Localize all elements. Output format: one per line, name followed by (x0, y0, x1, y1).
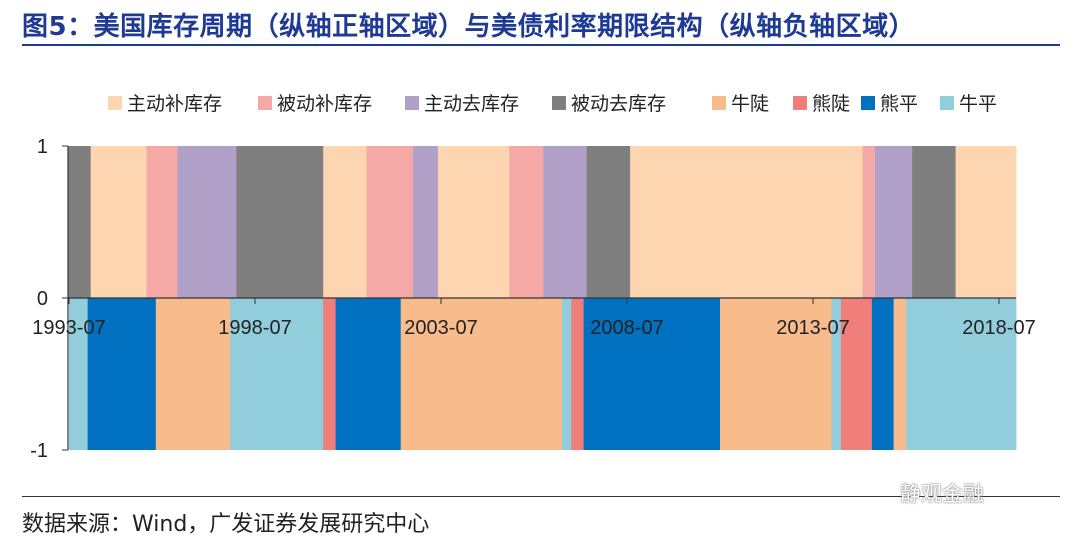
page-title: 图5：美国库存周期（纵轴正轴区域）与美债利率期限结构（纵轴负轴区域） (22, 12, 916, 42)
x-tick-label: 2013-07 (776, 317, 849, 339)
legend-swatch (108, 96, 122, 110)
inventory-bar (437, 146, 510, 298)
x-tick-label: 1998-07 (218, 317, 291, 339)
inventory-bar (146, 146, 178, 298)
yield-curve-bar (831, 298, 842, 450)
legend-label: 牛平 (959, 93, 997, 115)
legend-swatch (552, 96, 566, 110)
legend-label: 主动去库存 (424, 93, 519, 115)
yield-curve-bar (893, 298, 907, 450)
title-divider (22, 44, 1060, 46)
yield-curve-bar (871, 298, 894, 450)
yield-curve-bar (906, 298, 1017, 450)
legend-swatch (940, 96, 954, 110)
yield-curve-bars (69, 298, 1017, 450)
inventory-bar (68, 146, 92, 298)
inventory-bar (509, 146, 544, 298)
yield-curve-bar (840, 298, 873, 450)
x-tick-label: 2003-07 (404, 317, 477, 339)
inventory-bar (912, 146, 956, 298)
inventory-bar (236, 146, 324, 298)
yield-curve-bar (155, 298, 231, 450)
legend-label: 主动补库存 (127, 93, 222, 115)
legend-label: 被动补库存 (277, 93, 372, 115)
legend-label: 被动去库存 (571, 93, 666, 115)
inventory-bar (366, 146, 414, 298)
footer-divider (22, 496, 1060, 497)
inventory-bar (875, 146, 913, 298)
chart-legend: 主动补库存 被动补库存 主动去库存 被动去库存 牛陡 熊陡 熊平 牛平 (108, 93, 997, 115)
legend-swatch (793, 96, 807, 110)
legend-swatch (712, 96, 726, 110)
legend-swatch (405, 96, 419, 110)
inventory-bar (543, 146, 588, 298)
inventory-bar (177, 146, 237, 298)
yield-curve-bar (87, 298, 157, 450)
chart-axes: 1 0 -1 1993-07 1998-07 2003-07 2008-07 2013-07 2… (30, 136, 1036, 462)
legend-label: 牛陡 (731, 93, 769, 115)
yield-curve-bar (583, 298, 721, 450)
inventory-bar (862, 146, 876, 298)
yield-curve-bar (69, 298, 88, 450)
inventory-bar (630, 146, 863, 298)
yield-curve-bar (323, 298, 336, 450)
y-tick-label: 1 (37, 136, 48, 158)
inventory-yield-chart: 主动补库存 被动补库存 主动去库存 被动去库存 牛陡 熊陡 熊平 牛平 1 0 -1 1993-07… (30, 93, 1036, 462)
y-tick-label: -1 (30, 440, 48, 462)
legend-label: 熊陡 (812, 93, 850, 115)
yield-curve-bar (400, 298, 563, 450)
x-tick-label: 2008-07 (590, 317, 663, 339)
yield-curve-bar (720, 298, 832, 450)
inventory-bar (955, 146, 1017, 298)
inventory-bar (413, 146, 439, 298)
inventory-cycle-bars (68, 146, 1017, 298)
data-source-note: 数据来源：Wind，广发证券发展研究中心 (22, 512, 430, 537)
inventory-bar (586, 146, 631, 298)
watermark-text: 静观金融 (900, 482, 984, 506)
inventory-bar (90, 146, 147, 298)
legend-swatch (861, 96, 875, 110)
x-tick-label: 1993-07 (32, 317, 105, 339)
yield-curve-bar (335, 298, 402, 450)
x-tick-label: 2018-07 (962, 317, 1035, 339)
legend-swatch (258, 96, 272, 110)
legend-label: 熊平 (880, 93, 918, 115)
yield-curve-bar (561, 298, 572, 450)
yield-curve-bar (571, 298, 584, 450)
y-tick-label: 0 (37, 288, 48, 310)
inventory-bar (323, 146, 367, 298)
yield-curve-bar (230, 298, 324, 450)
